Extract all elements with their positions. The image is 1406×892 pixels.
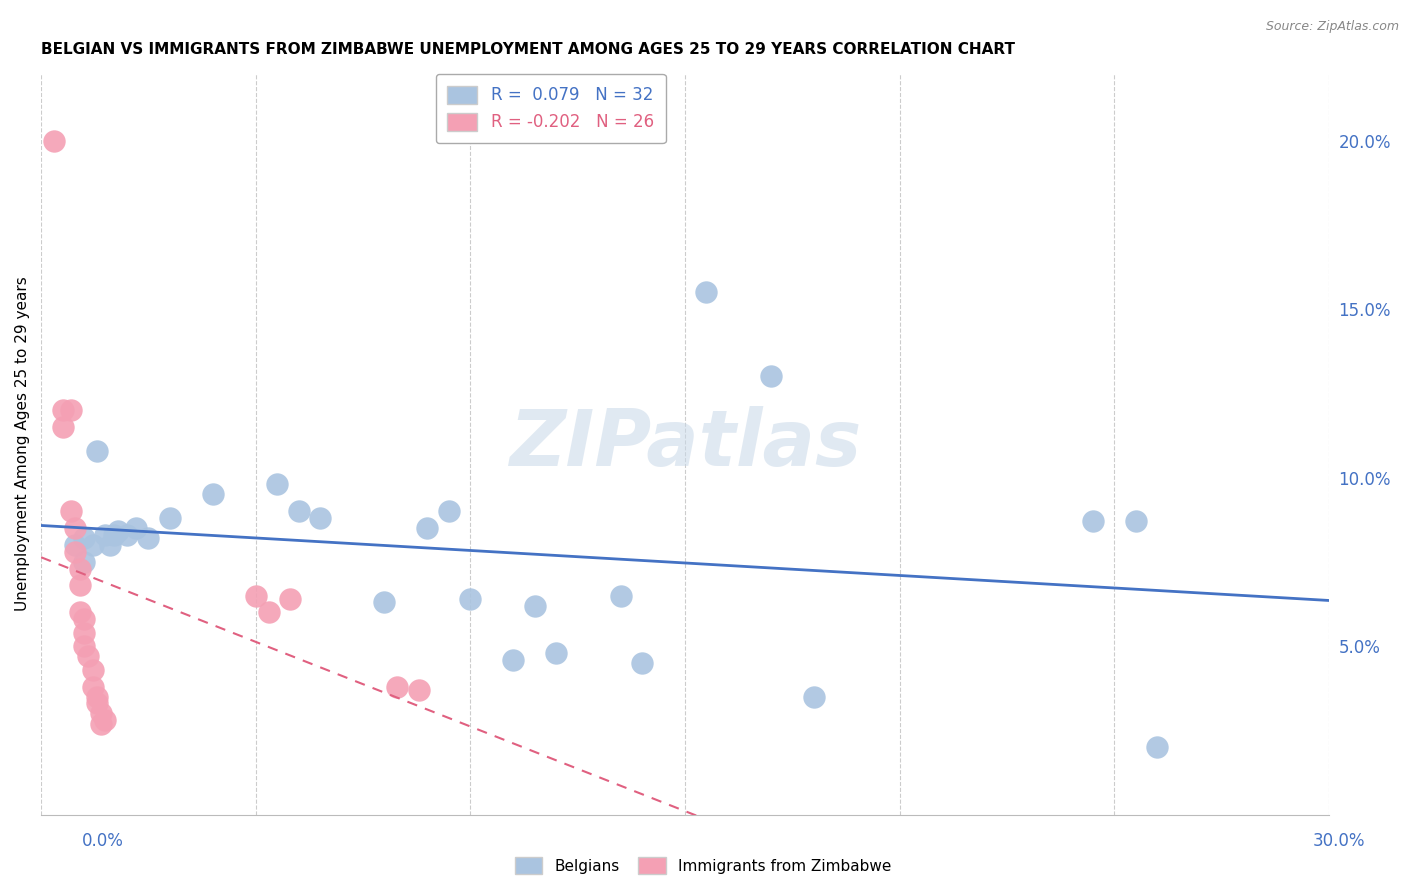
Y-axis label: Unemployment Among Ages 25 to 29 years: Unemployment Among Ages 25 to 29 years [15,277,30,611]
Point [609,589,631,603]
Point [138,531,160,545]
Point [201,487,224,501]
Point [803,690,825,704]
Point [65,521,87,535]
Point [73,639,96,653]
Text: Source: ZipAtlas.com: Source: ZipAtlas.com [1265,20,1399,33]
Point [437,504,460,518]
Point [82,663,104,677]
Text: BELGIAN VS IMMIGRANTS FROM ZIMBABWE UNEMPLOYMENT AMONG AGES 25 TO 29 YEARS CORRE: BELGIAN VS IMMIGRANTS FROM ZIMBABWE UNEM… [41,42,1015,57]
Point [115,528,138,542]
Point [124,521,146,535]
Point [65,545,87,559]
Point [266,477,288,491]
Point [460,591,482,606]
Point [546,646,568,660]
Point [408,682,430,697]
Point [1146,740,1168,755]
Point [1125,515,1147,529]
Point [631,656,654,670]
Point [502,652,524,666]
Point [523,599,546,613]
Point [90,716,112,731]
Point [94,713,117,727]
Point [73,612,96,626]
Point [103,528,125,542]
Point [257,606,280,620]
Point [82,538,104,552]
Point [759,369,782,384]
Point [73,531,96,545]
Point [387,680,409,694]
Point [86,690,108,704]
Point [73,555,96,569]
Point [278,591,301,606]
Point [695,285,717,300]
Point [98,538,121,552]
Point [245,589,267,603]
Point [373,595,395,609]
Point [94,528,117,542]
Point [42,134,65,148]
Point [65,538,87,552]
Legend: R =  0.079   N = 32, R = -0.202   N = 26: R = 0.079 N = 32, R = -0.202 N = 26 [436,74,665,143]
Point [69,578,91,592]
Text: ZIPatlas: ZIPatlas [509,406,860,482]
Point [69,561,91,575]
Point [287,504,309,518]
Point [69,606,91,620]
Point [82,680,104,694]
Text: 0.0%: 0.0% [82,832,124,850]
Point [86,697,108,711]
Point [77,649,100,664]
Point [416,521,439,535]
Legend: Belgians, Immigrants from Zimbabwe: Belgians, Immigrants from Zimbabwe [509,851,897,880]
Point [73,625,96,640]
Point [1081,515,1104,529]
Point [86,443,108,458]
Text: 30.0%: 30.0% [1312,832,1365,850]
Point [60,403,83,417]
Point [107,524,129,539]
Point [52,403,75,417]
Point [90,706,112,721]
Point [52,420,75,434]
Point [309,511,332,525]
Point [60,504,83,518]
Point [159,511,181,525]
